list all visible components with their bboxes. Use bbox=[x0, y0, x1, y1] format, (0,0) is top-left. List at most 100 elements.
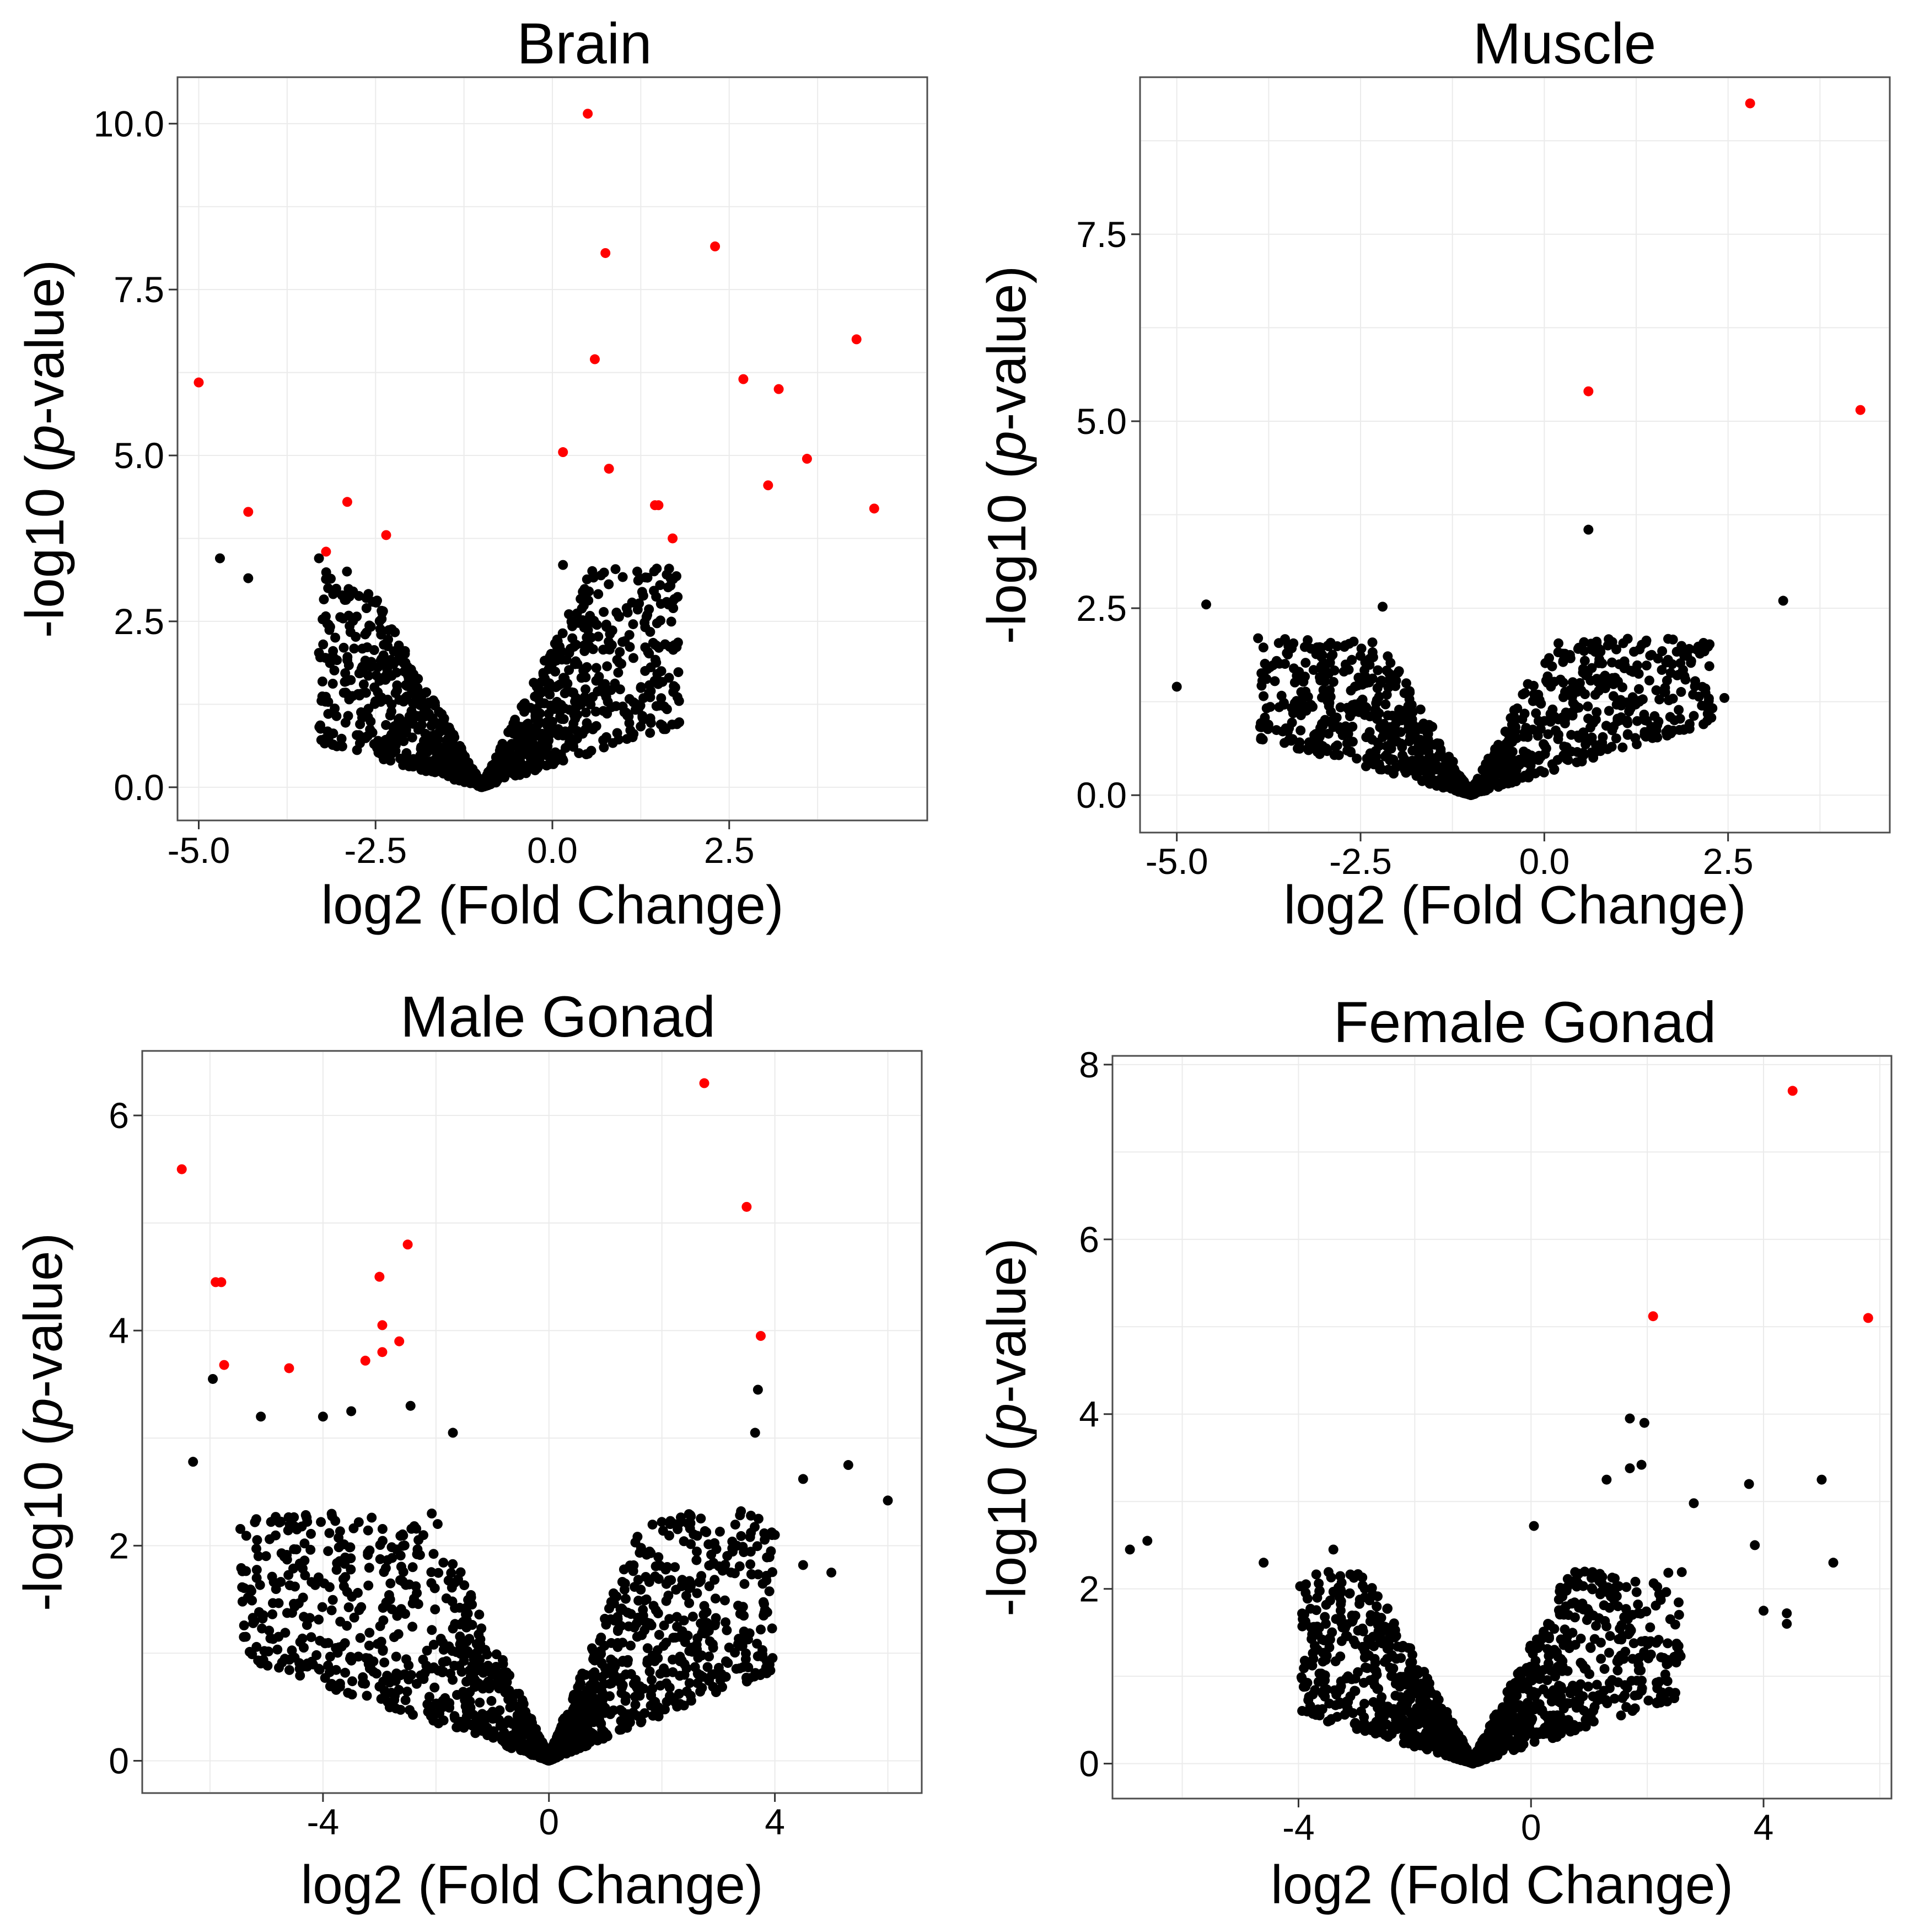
point-not-significant bbox=[550, 1739, 560, 1749]
point-not-significant bbox=[551, 755, 562, 765]
point-not-significant bbox=[384, 625, 394, 635]
point-not-significant bbox=[377, 608, 388, 618]
point-not-significant bbox=[560, 688, 570, 699]
point-not-significant bbox=[579, 646, 590, 656]
point-not-significant bbox=[430, 754, 440, 765]
point-not-significant bbox=[681, 1591, 691, 1601]
point-not-significant bbox=[1664, 695, 1674, 706]
point-not-significant bbox=[273, 1598, 284, 1608]
point-not-significant bbox=[367, 1512, 377, 1523]
point-not-significant bbox=[1318, 720, 1328, 731]
point-not-significant bbox=[402, 681, 412, 691]
point-not-significant bbox=[244, 1646, 255, 1657]
point-significant bbox=[851, 334, 862, 345]
point-not-significant bbox=[371, 597, 381, 608]
point-not-significant bbox=[1622, 729, 1633, 739]
point-significant bbox=[219, 1360, 229, 1370]
point-not-significant bbox=[1553, 734, 1563, 744]
point-not-significant bbox=[743, 1634, 753, 1645]
point-not-significant bbox=[1630, 1703, 1640, 1714]
point-not-significant bbox=[400, 646, 410, 656]
point-not-significant bbox=[1691, 645, 1702, 655]
point-not-significant bbox=[470, 1675, 480, 1685]
point-not-significant bbox=[572, 608, 582, 619]
point-not-significant bbox=[405, 1705, 415, 1715]
point-not-significant bbox=[649, 675, 660, 686]
point-not-significant bbox=[628, 619, 638, 630]
y-axis-label-p: p bbox=[14, 425, 75, 457]
point-not-significant bbox=[1434, 775, 1445, 786]
point-not-significant bbox=[770, 1530, 780, 1540]
point-not-significant bbox=[723, 1658, 733, 1668]
point-not-significant bbox=[466, 1592, 476, 1603]
point-not-significant bbox=[1350, 1639, 1361, 1649]
point-not-significant bbox=[576, 1678, 586, 1689]
point-not-significant bbox=[1399, 688, 1410, 698]
point-not-significant bbox=[383, 641, 393, 651]
point-not-significant bbox=[1611, 644, 1621, 654]
point-not-significant bbox=[1373, 1591, 1383, 1602]
y-axis-label-suffix: -value) bbox=[14, 260, 75, 425]
point-not-significant bbox=[736, 1531, 746, 1541]
point-not-significant bbox=[383, 1555, 393, 1565]
point-not-significant bbox=[612, 728, 622, 738]
point-not-significant bbox=[482, 1727, 493, 1738]
point-not-significant bbox=[188, 1457, 198, 1467]
point-not-significant bbox=[289, 1521, 300, 1532]
point-not-significant bbox=[1431, 753, 1442, 763]
point-not-significant bbox=[400, 1695, 411, 1705]
point-not-significant bbox=[675, 1656, 685, 1666]
point-not-significant bbox=[342, 1620, 352, 1631]
point-not-significant bbox=[1325, 657, 1335, 668]
point-not-significant bbox=[363, 1580, 374, 1591]
point-not-significant bbox=[1583, 701, 1593, 712]
point-significant bbox=[394, 1336, 405, 1346]
point-not-significant bbox=[1637, 1676, 1647, 1686]
point-not-significant bbox=[662, 704, 672, 715]
point-not-significant bbox=[328, 646, 338, 656]
point-not-significant bbox=[1574, 678, 1585, 688]
point-not-significant bbox=[315, 1635, 325, 1646]
point-not-significant bbox=[1604, 1603, 1615, 1613]
point-not-significant bbox=[475, 1697, 485, 1708]
point-not-significant bbox=[632, 566, 642, 577]
point-not-significant bbox=[729, 1568, 740, 1579]
point-not-significant bbox=[1503, 1695, 1513, 1705]
y-tick-label: 2.5 bbox=[114, 601, 164, 642]
point-not-significant bbox=[307, 1577, 317, 1587]
point-not-significant bbox=[752, 1541, 762, 1552]
point-not-significant bbox=[404, 717, 414, 727]
point-not-significant bbox=[284, 1580, 295, 1591]
point-not-significant bbox=[1401, 678, 1411, 689]
point-not-significant bbox=[1582, 1604, 1593, 1614]
point-not-significant bbox=[360, 1678, 370, 1689]
point-not-significant bbox=[514, 1741, 524, 1751]
point-not-significant bbox=[243, 573, 254, 583]
point-not-significant bbox=[573, 1694, 583, 1705]
point-not-significant bbox=[1651, 685, 1662, 695]
point-not-significant bbox=[1315, 672, 1325, 683]
point-significant bbox=[193, 377, 204, 388]
point-significant bbox=[755, 1330, 766, 1341]
point-not-significant bbox=[1631, 1587, 1642, 1597]
point-not-significant bbox=[358, 679, 369, 690]
point-not-significant bbox=[633, 1711, 643, 1721]
point-not-significant bbox=[251, 1565, 262, 1575]
point-not-significant bbox=[1386, 731, 1396, 742]
point-not-significant bbox=[1295, 1581, 1305, 1591]
point-not-significant bbox=[299, 1643, 309, 1653]
x-tick-label: 4 bbox=[1754, 1807, 1774, 1848]
point-not-significant bbox=[579, 593, 589, 603]
point-not-significant bbox=[323, 1638, 334, 1648]
point-not-significant bbox=[446, 755, 456, 766]
point-not-significant bbox=[293, 1598, 304, 1608]
point-not-significant bbox=[423, 736, 433, 746]
y-axis-label: -log10 (p-value) bbox=[976, 266, 1037, 644]
point-not-significant bbox=[280, 1628, 291, 1638]
point-not-significant bbox=[452, 1690, 462, 1700]
point-not-significant bbox=[659, 1663, 669, 1673]
point-not-significant bbox=[1632, 660, 1642, 670]
point-not-significant bbox=[324, 1582, 335, 1592]
point-not-significant bbox=[540, 686, 551, 696]
point-not-significant bbox=[761, 1570, 772, 1581]
